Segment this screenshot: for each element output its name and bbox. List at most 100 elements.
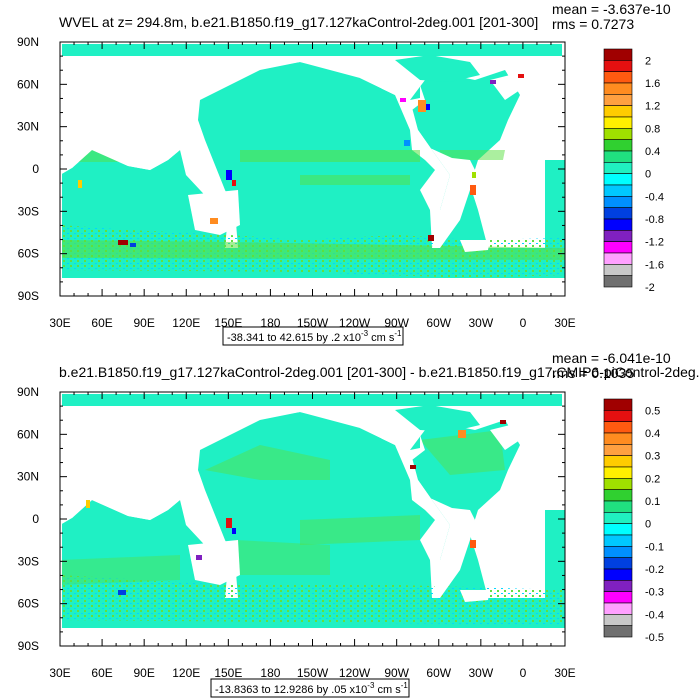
x-tick-label: 150W: [297, 666, 329, 680]
colorbar-label: 0.3: [645, 451, 660, 463]
colorbar-swatch: [603, 105, 633, 118]
colorbar-swatch: [603, 116, 633, 129]
panel-bottom-rms: rms = 0.1035: [552, 365, 634, 381]
panel-top-rms: rms = 0.7273: [552, 16, 634, 32]
colorbar-swatch: [603, 275, 633, 288]
colorbar-swatch: [603, 184, 633, 197]
colorbar-swatch: [603, 207, 633, 220]
colorbar-label: -0.5: [645, 632, 664, 644]
panel-top-mean: mean = -3.637e-10: [552, 1, 671, 17]
coastal-features-bottom: [86, 420, 506, 595]
colorbar-swatch: [603, 421, 633, 434]
x-tick-label: 30E: [49, 666, 70, 680]
colorbar-swatch: [603, 139, 633, 152]
colorbar-label: -0.3: [645, 587, 664, 599]
colorbar-swatch: [603, 523, 633, 536]
x-tick-label: 30W: [468, 316, 493, 330]
colorbar-label: 0.4: [645, 146, 660, 158]
colorbar-swatch: [603, 625, 633, 638]
colorbar-label: 0.2: [645, 473, 660, 485]
y-tick-label: 60S: [18, 247, 39, 261]
panel-bottom-title: b.e21.B1850.f19_g17.127kaControl-2deg.00…: [59, 364, 700, 380]
colorbar-swatch: [603, 512, 633, 524]
colorbar-label: 0: [645, 169, 651, 181]
colorbar-swatch: [603, 602, 633, 615]
y-tick-label: 90N: [17, 385, 39, 399]
colorbar-swatch: [603, 444, 633, 456]
panel-top-map: [60, 42, 565, 296]
colorbar-label: -0.1: [645, 541, 664, 553]
coastal-features: [78, 74, 524, 247]
colorbar-swatch: [603, 546, 633, 558]
colorbar-label: -2: [645, 282, 655, 294]
colorbar-swatch: [603, 489, 633, 502]
colorbar-swatch: [603, 568, 633, 581]
colorbar-swatch: [603, 466, 633, 479]
panel-bottom-range-box: [210, 678, 410, 698]
y-tick-label: 30N: [17, 120, 39, 134]
x-tick-label: 0: [520, 316, 527, 330]
panel-top-colorbar: 2 1.6 1.2 0.8 0.4 0 -0.4 -0.8 -1.2 -1.6 -2: [603, 48, 664, 294]
x-tick-label: 150E: [214, 666, 242, 680]
colorbar-swatch: [603, 432, 633, 445]
colorbar-swatch: [603, 455, 633, 468]
colorbar-label: 2: [645, 55, 651, 67]
panel-bottom: b.e21.B1850.f19_g17.127kaControl-2deg.00…: [17, 350, 700, 698]
colorbar-swatch: [603, 252, 633, 265]
colorbar-swatch: [603, 557, 633, 570]
x-tick-label: 60E: [91, 666, 112, 680]
colorbar-swatch: [603, 94, 633, 106]
x-tick-label: 60W: [426, 316, 451, 330]
y-tick-label: 30S: [18, 554, 39, 568]
colorbar-swatch: [603, 162, 633, 174]
colorbar-label: 1.6: [645, 78, 660, 90]
y-tick-label: 60N: [17, 77, 39, 91]
colorbar-label: -0.8: [645, 214, 664, 226]
colorbar-swatch: [603, 230, 633, 242]
x-tick-label: 30E: [554, 666, 575, 680]
colorbar-label: 0.4: [645, 428, 660, 440]
colorbar-swatch: [603, 241, 633, 254]
colorbar-swatch: [603, 500, 633, 513]
colorbar-swatch: [603, 71, 633, 84]
colorbar-swatch: [603, 264, 633, 276]
y-tick-label: 60S: [18, 597, 39, 611]
x-tick-label: 0: [520, 666, 527, 680]
colorbar-swatch: [603, 196, 633, 208]
panel-top: WVEL at z= 294.8m, b.e21.B1850.f19_g17.1…: [17, 1, 671, 346]
x-tick-label: 90E: [133, 666, 154, 680]
x-tick-label: 30E: [49, 316, 70, 330]
x-tick-label: 90W: [384, 666, 409, 680]
colorbar-swatch: [603, 128, 633, 140]
colorbar-swatch: [603, 410, 633, 422]
colorbar-swatch: [603, 614, 633, 626]
x-tick-label: 180: [260, 666, 280, 680]
colorbar-swatch: [603, 478, 633, 490]
panel-bottom-colorbar: 0.5 0.4 0.3 0.2 0.1 0 -0.1 -0.2 -0.3 -0.4 -0.5: [603, 398, 664, 644]
colorbar-label: 0.1: [645, 496, 660, 508]
panel-top-range-box: [222, 326, 404, 346]
colorbar-label: -1.2: [645, 237, 664, 249]
colorbar-label: -0.4: [645, 191, 664, 203]
colorbar-swatch: [603, 591, 633, 604]
panel-bottom-mean: mean = -6.041e-10: [552, 350, 671, 366]
y-tick-label: 30S: [18, 204, 39, 218]
colorbar-label: -0.4: [645, 609, 664, 621]
colorbar-swatch: [603, 150, 633, 163]
colorbar-label: 1.2: [645, 101, 660, 113]
y-tick-label: 0: [32, 512, 39, 526]
x-tick-label: 60W: [426, 666, 451, 680]
colorbar-swatch: [603, 60, 633, 72]
colorbar-swatch: [603, 48, 633, 61]
panel-top-title: WVEL at z= 294.8m, b.e21.B1850.f19_g17.1…: [59, 14, 538, 30]
y-tick-label: 90S: [18, 639, 39, 653]
x-tick-label: 120E: [172, 666, 200, 680]
panel-top-range-label: -38.341 to 42.615 by .2 x10-3 cm s-1: [227, 329, 402, 344]
x-tick-label: 90E: [133, 316, 154, 330]
colorbar-swatch: [603, 218, 633, 231]
y-tick-label: 60N: [17, 427, 39, 441]
x-tick-label: 30E: [554, 316, 575, 330]
y-tick-label: 90N: [17, 35, 39, 49]
x-tick-label: 120E: [172, 316, 200, 330]
